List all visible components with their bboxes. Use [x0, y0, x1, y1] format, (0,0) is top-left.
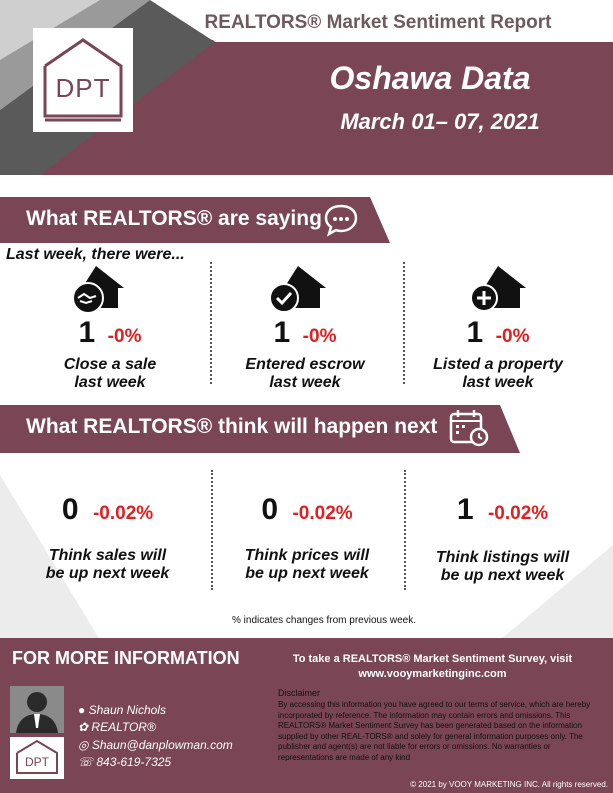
house-logo-icon [16, 739, 58, 774]
agent-title: REALTOR® [91, 720, 156, 734]
more-info-heading: FOR MORE INFORMATION [12, 648, 240, 668]
agent-phone-row[interactable]: ☏ 843-619-7325 [78, 755, 171, 769]
stat-change: -0% [495, 326, 530, 347]
next-stat-3: 1 -0.02% Think listings will be up next … [405, 493, 600, 585]
stat-label-line1: Think listings will [435, 549, 570, 566]
saying-intro: Last week, there were... [6, 246, 185, 263]
change-note: % indicates changes from previous week. [232, 615, 416, 626]
stat-label-line1: Think prices will [244, 547, 370, 564]
report-title: REALTORS® Market Sentiment Report [204, 12, 552, 33]
disclaimer-body: By accessing this information you have a… [278, 700, 591, 762]
stat-label-line2: last week [462, 374, 534, 391]
agent-logo-text: DPT [25, 755, 49, 769]
divider [211, 470, 213, 590]
saying-stat-2: 1 -0% Entered escrow last week [210, 316, 400, 392]
stat-value: 0 [261, 493, 279, 526]
stat-value: 1 [466, 316, 484, 349]
next-section-background [0, 405, 613, 640]
stat-change: -0.02% [487, 503, 549, 524]
date-range: March 01– 07, 2021 [340, 109, 540, 134]
stat-change: -0.02% [292, 503, 353, 524]
saying-banner-bg [0, 197, 390, 243]
agent-name-row: ● Shaun Nichols [78, 703, 166, 717]
saying-stat-3: 1 -0% Listed a property last week [403, 316, 593, 392]
next-stat-1: 0 -0.02% Think sales will be up next wee… [15, 493, 200, 583]
survey-line1: To take a REALTORS® Market Sentiment Sur… [292, 653, 573, 665]
copyright: © 2021 by VOOY MARKETING INC. All rights… [410, 780, 608, 789]
stat-label-line2: be up next week [45, 565, 170, 582]
calendar-clock-icon [449, 410, 489, 447]
stat-value: 1 [78, 316, 96, 349]
stat-label-line1: Entered escrow [245, 356, 365, 373]
divider [403, 262, 405, 384]
stat-label-line2: last week [74, 374, 146, 391]
phone-icon: ☏ [78, 755, 94, 769]
saying-stat-1: 1 -0% Close a sale last week [20, 316, 200, 392]
disclaimer-title: Disclaimer [278, 688, 321, 698]
chat-bubble-icon [324, 204, 358, 237]
survey-link[interactable]: www.vooymarketinginc.com [358, 668, 507, 680]
handshake-house-icon [72, 266, 124, 314]
stat-change: -0% [302, 326, 337, 347]
house-logo-icon [43, 38, 123, 122]
stat-label-line1: Listed a property [433, 356, 563, 373]
logo-text: DPT [55, 73, 111, 103]
divider [210, 262, 212, 384]
agent-name: Shaun Nichols [88, 703, 166, 717]
next-banner-title: What REALTORS® think will happen next [26, 415, 438, 438]
next-stat-2: 0 -0.02% Think prices will be up next we… [212, 493, 402, 583]
stat-label-line2: last week [269, 374, 341, 391]
agent-phone[interactable]: 843-619-7325 [96, 755, 172, 769]
agent-title-row: ✿ REALTOR® [78, 720, 156, 734]
badge-icon: ✿ [78, 720, 89, 734]
saying-banner-title: What REALTORS® are saying [26, 207, 322, 230]
agent-email-row[interactable]: ◎ Shaun@danplowman.com [78, 738, 233, 752]
stat-change: -0% [107, 326, 142, 347]
stat-label-line2: be up next week [440, 567, 565, 584]
stat-value: 1 [273, 316, 291, 349]
agent-email[interactable]: Shaun@danplowman.com [91, 738, 233, 752]
check-house-icon [269, 266, 326, 313]
person-icon: ● [78, 703, 86, 717]
stat-label-line1: Think sales will [48, 547, 167, 564]
person-silhouette-icon [16, 692, 58, 733]
company-logo: DPT [33, 28, 133, 132]
stat-value: 0 [61, 493, 79, 526]
plus-house-icon [470, 266, 526, 312]
divider [404, 470, 406, 590]
stat-value: 1 [456, 493, 474, 526]
footer [0, 638, 613, 793]
agent-photo [10, 686, 64, 733]
stat-label-line2: be up next week [245, 565, 369, 582]
agent-logo: DPT [10, 737, 64, 779]
stat-label-line1: Close a sale [63, 356, 157, 373]
stat-change: -0.02% [92, 503, 154, 524]
city-title: Oshawa Data [329, 60, 531, 96]
email-icon: ◎ [78, 738, 89, 752]
